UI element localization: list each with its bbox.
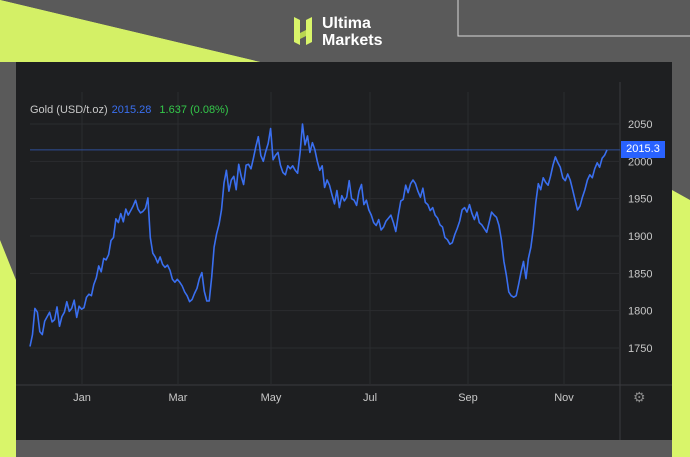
y-tick-label: 1950	[628, 194, 652, 206]
y-tick-label: 1850	[628, 268, 652, 280]
x-tick-label: Nov	[554, 392, 574, 404]
price-chart[interactable]: 1750 1800 1850 1900 1950 2000 2050 Jan Mar May Jul…	[16, 62, 672, 440]
gold-price-series-line	[29, 123, 608, 347]
x-tick-label: Jul	[363, 392, 377, 404]
legend-price: 2015.28	[111, 104, 152, 116]
legend-instrument: Gold (USD/t.oz)	[30, 104, 108, 116]
y-tick-label: 2050	[628, 119, 652, 131]
ultima-logo-icon	[294, 17, 312, 45]
y-tick-label: 1800	[628, 306, 652, 318]
x-tick-label: Mar	[169, 392, 188, 404]
y-tick-label: 1750	[628, 343, 652, 355]
gear-icon[interactable]: ⚙	[633, 389, 646, 405]
x-tick-label: Sep	[458, 392, 478, 404]
brand-name-line2: Markets	[322, 32, 383, 49]
y-tick-label: 1900	[628, 231, 652, 243]
chart-legend: Gold (USD/t.oz) 2015.28 1.637 (0.08%)	[30, 104, 229, 116]
y-tick-label: 2000	[628, 156, 652, 168]
x-tick-label: May	[261, 392, 282, 404]
chart-panel: 1750 1800 1850 1900 1950 2000 2050 Jan Mar May Jul…	[16, 62, 672, 440]
last-price-tag: 2015.3	[621, 140, 665, 158]
legend-change: 1.637 (0.08%)	[159, 104, 229, 116]
x-tick-label: Jan	[73, 392, 91, 404]
brand-name-line1: Ultima	[322, 15, 371, 32]
brand-name: Ultima Markets	[322, 15, 382, 49]
brand-header: Ultima Markets	[292, 14, 382, 50]
